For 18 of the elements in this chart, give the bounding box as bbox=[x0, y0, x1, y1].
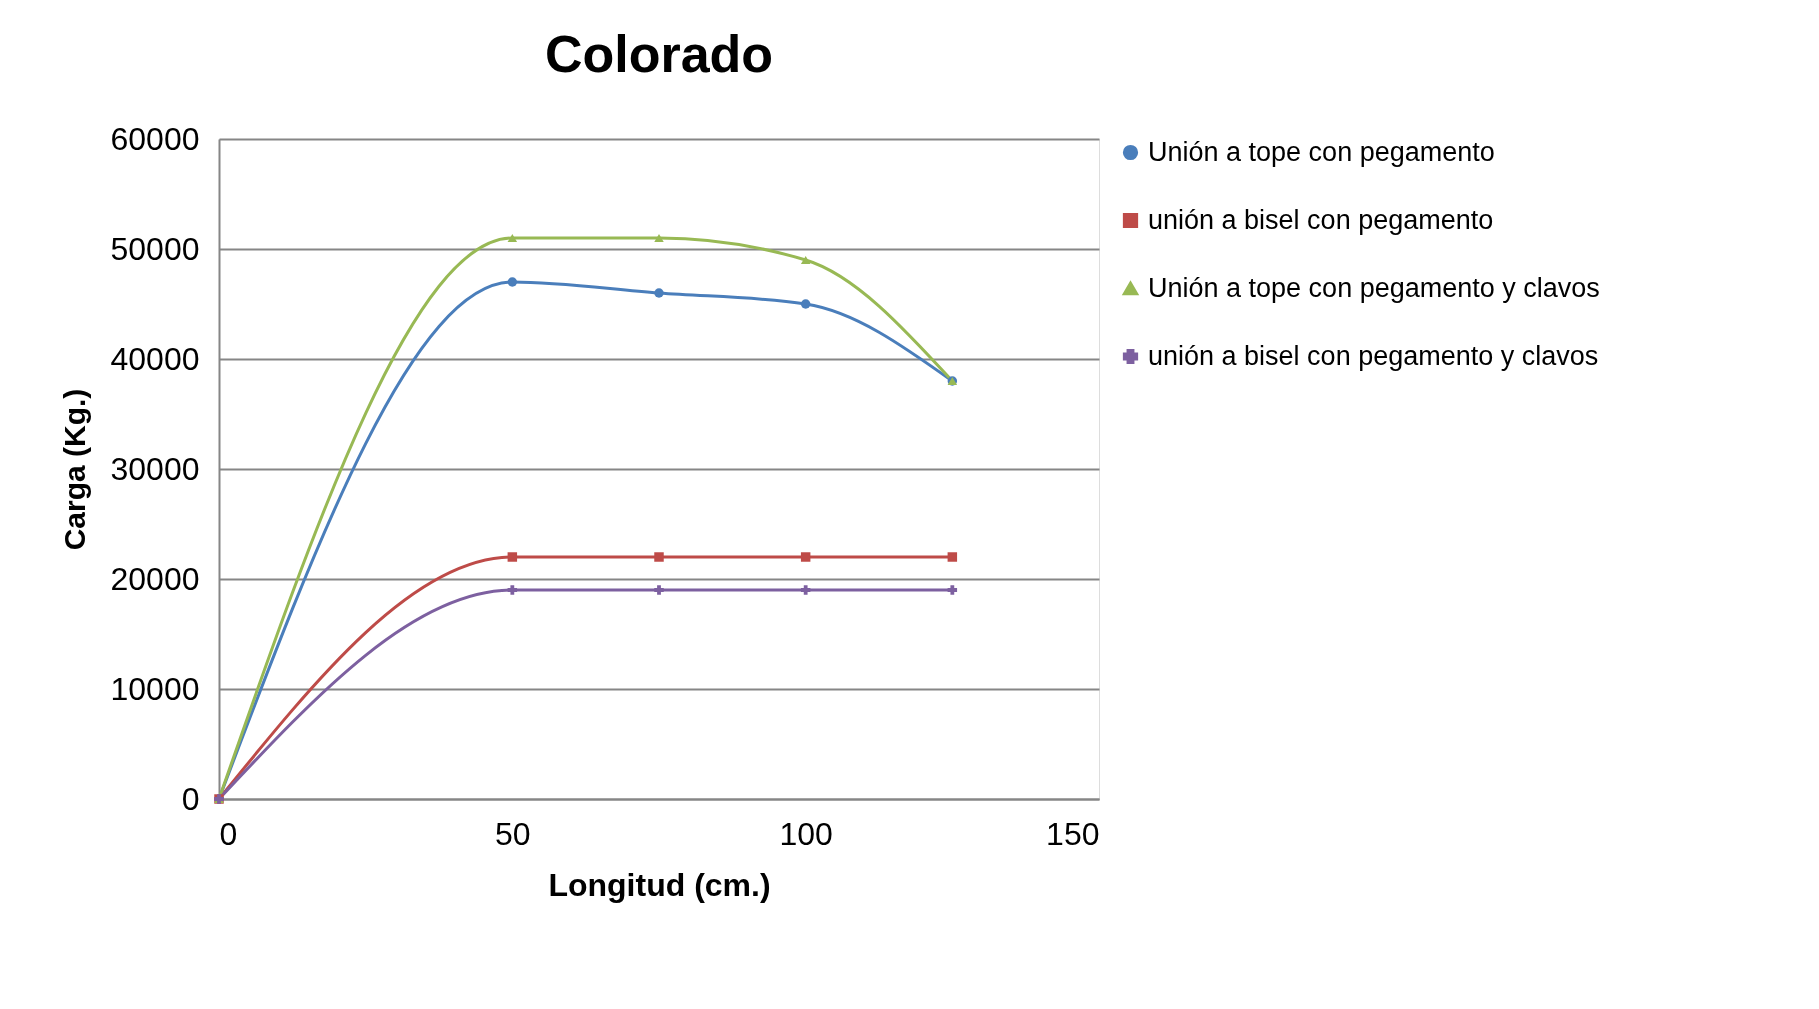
legend-label: Unión a tope con pegamento y clavos bbox=[1148, 272, 1600, 303]
y-tick-label: 20000 bbox=[110, 560, 200, 597]
x-axis-title: Longitud (cm.) bbox=[548, 866, 771, 903]
legend-label: unión a bisel con pegamento y clavos bbox=[1148, 340, 1599, 371]
chart-title: Colorado bbox=[544, 25, 774, 83]
legend-label: Unión a tope con pegamento bbox=[1148, 136, 1495, 167]
legend-label: unión a bisel con pegamento bbox=[1148, 204, 1494, 235]
y-tick-label: 0 bbox=[181, 780, 200, 817]
y-tick-label: 30000 bbox=[110, 450, 200, 487]
x-tick-label: 150 bbox=[1046, 815, 1100, 852]
y-tick-label: 60000 bbox=[110, 120, 200, 157]
x-tick-label: 0 bbox=[219, 815, 238, 852]
y-tick-label: 50000 bbox=[110, 230, 200, 267]
y-axis-title: Carga (Kg.) bbox=[57, 388, 91, 551]
y-tick-label: 10000 bbox=[110, 670, 200, 707]
x-tick-label: 50 bbox=[495, 815, 531, 852]
y-tick-label: 40000 bbox=[110, 340, 200, 377]
x-tick-label: 100 bbox=[779, 815, 833, 852]
